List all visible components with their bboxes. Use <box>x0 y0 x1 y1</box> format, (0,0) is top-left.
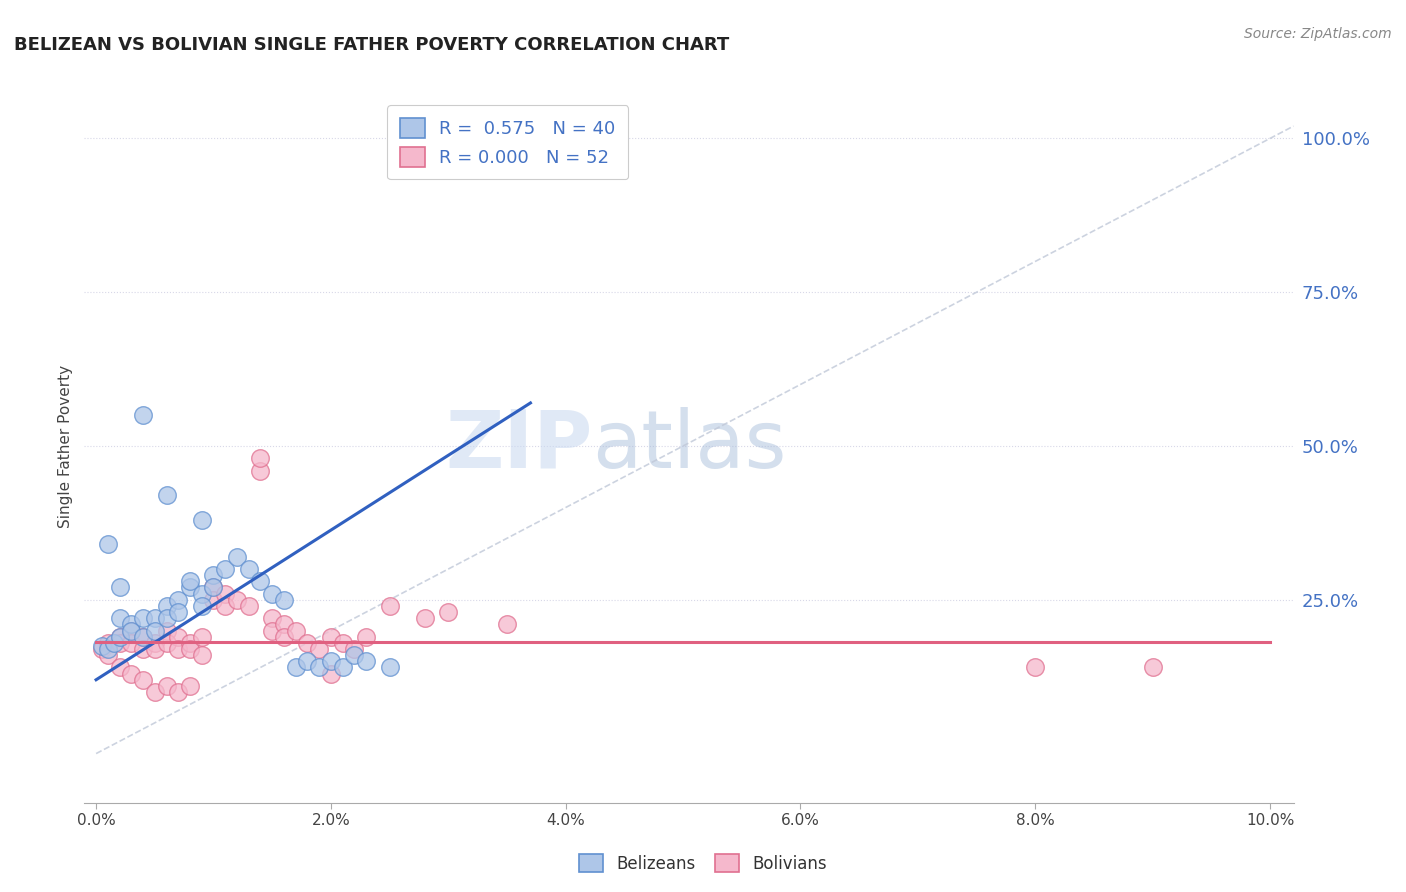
Point <box>262 587 284 601</box>
Point <box>108 611 131 625</box>
Point <box>332 660 354 674</box>
Point <box>132 630 155 644</box>
Point <box>202 581 225 595</box>
Point <box>103 636 125 650</box>
Point <box>262 611 284 625</box>
Legend: R =  0.575   N = 40, R = 0.000   N = 52: R = 0.575 N = 40, R = 0.000 N = 52 <box>387 105 628 179</box>
Text: Source: ZipAtlas.com: Source: ZipAtlas.com <box>1244 27 1392 41</box>
Point <box>308 642 330 657</box>
Point <box>496 617 519 632</box>
Point <box>120 636 142 650</box>
Point <box>273 592 295 607</box>
Point <box>238 562 260 576</box>
Point <box>308 660 330 674</box>
Point <box>190 648 212 662</box>
Text: ZIP: ZIP <box>444 407 592 485</box>
Y-axis label: Single Father Poverty: Single Father Poverty <box>58 365 73 527</box>
Point <box>132 642 155 657</box>
Point <box>179 574 201 589</box>
Point <box>413 611 436 625</box>
Point <box>120 624 142 638</box>
Point <box>132 611 155 625</box>
Point <box>155 624 177 638</box>
Text: atlas: atlas <box>592 407 786 485</box>
Text: BELIZEAN VS BOLIVIAN SINGLE FATHER POVERTY CORRELATION CHART: BELIZEAN VS BOLIVIAN SINGLE FATHER POVER… <box>14 36 730 54</box>
Point <box>202 581 225 595</box>
Point <box>143 642 166 657</box>
Point <box>155 599 177 613</box>
Point <box>97 537 120 551</box>
Point <box>190 630 212 644</box>
Point <box>226 549 249 564</box>
Point <box>179 636 201 650</box>
Point <box>167 685 190 699</box>
Point <box>202 592 225 607</box>
Point <box>108 630 131 644</box>
Point <box>297 636 319 650</box>
Point <box>155 636 177 650</box>
Point <box>262 624 284 638</box>
Point <box>143 611 166 625</box>
Point <box>343 642 366 657</box>
Point <box>319 666 342 681</box>
Point <box>97 642 120 657</box>
Point <box>1024 660 1046 674</box>
Point <box>97 648 120 662</box>
Point <box>167 630 190 644</box>
Point <box>120 617 142 632</box>
Point <box>226 592 249 607</box>
Legend: Belizeans, Bolivians: Belizeans, Bolivians <box>572 847 834 880</box>
Point <box>179 679 201 693</box>
Point <box>214 599 236 613</box>
Point <box>378 599 401 613</box>
Point <box>190 587 212 601</box>
Point <box>120 666 142 681</box>
Point <box>91 642 114 657</box>
Point <box>273 630 295 644</box>
Point <box>143 685 166 699</box>
Point <box>273 617 295 632</box>
Point <box>91 639 114 653</box>
Point <box>108 660 131 674</box>
Point <box>132 409 155 423</box>
Point <box>167 592 190 607</box>
Point <box>155 679 177 693</box>
Point <box>155 488 177 502</box>
Point <box>319 630 342 644</box>
Point <box>132 630 155 644</box>
Point <box>143 636 166 650</box>
Point <box>108 636 131 650</box>
Point <box>214 562 236 576</box>
Point <box>155 611 177 625</box>
Point <box>202 568 225 582</box>
Point <box>132 673 155 687</box>
Point <box>249 574 271 589</box>
Point <box>437 605 460 619</box>
Point <box>378 660 401 674</box>
Point <box>284 624 307 638</box>
Point <box>179 642 201 657</box>
Point <box>190 513 212 527</box>
Point <box>120 624 142 638</box>
Point <box>249 464 271 478</box>
Point <box>354 654 377 668</box>
Point <box>249 451 271 466</box>
Point <box>190 599 212 613</box>
Point <box>319 654 342 668</box>
Point <box>1142 660 1164 674</box>
Point <box>332 636 354 650</box>
Point <box>97 636 120 650</box>
Point <box>343 648 366 662</box>
Point <box>297 654 319 668</box>
Point <box>108 630 131 644</box>
Point <box>167 605 190 619</box>
Point <box>143 624 166 638</box>
Point <box>354 630 377 644</box>
Point <box>284 660 307 674</box>
Point <box>238 599 260 613</box>
Point <box>108 581 131 595</box>
Point <box>214 587 236 601</box>
Point <box>167 642 190 657</box>
Point <box>179 581 201 595</box>
